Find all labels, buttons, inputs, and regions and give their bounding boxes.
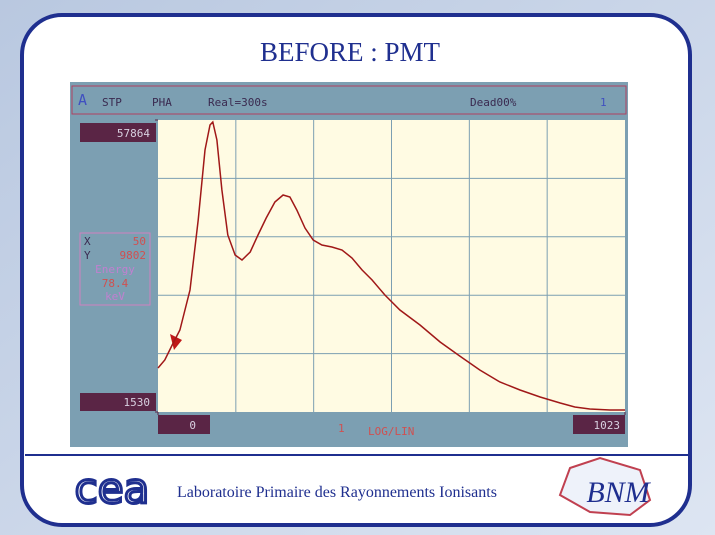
spectrum-line (157, 120, 625, 411)
cursor-y: 9802 (120, 249, 147, 262)
mode: A (78, 91, 87, 109)
tick-box (80, 123, 156, 142)
energy-unit: keV (105, 290, 125, 303)
cursor-x-label: X (84, 235, 91, 248)
logo-left: cea (75, 464, 150, 513)
y-tick-label: 1530 (124, 396, 151, 409)
tick-box (158, 415, 210, 434)
scale-mode: LOG/LIN (368, 425, 414, 438)
dead-time: Dead00% (470, 96, 517, 109)
x-tick-label: 1023 (594, 419, 621, 432)
slide-title: BEFORE : PMT (260, 37, 441, 67)
tick-box (573, 415, 625, 434)
cursor-box (79, 232, 151, 306)
real-time: Real=300s (208, 96, 268, 109)
logo-map (558, 456, 652, 517)
analysis: PHA (152, 96, 172, 109)
x-tick-label: 0 (189, 419, 196, 432)
tick-box (80, 393, 156, 411)
cursor-x: 50 (133, 235, 146, 248)
energy-value: 78.4 (102, 277, 129, 290)
roi-marker (170, 334, 182, 350)
cursor-y-label: Y (84, 249, 91, 262)
energy-label: Energy (95, 263, 135, 276)
status: STP (102, 96, 122, 109)
center-marker: 1 (338, 422, 345, 435)
logo-right: BNM (586, 476, 651, 509)
caption: Laboratoire Primaire des Rayonnements Io… (177, 484, 497, 501)
marker: 1 (600, 96, 607, 109)
y-tick-label: 57864 (117, 127, 150, 140)
status-bar (71, 85, 627, 115)
